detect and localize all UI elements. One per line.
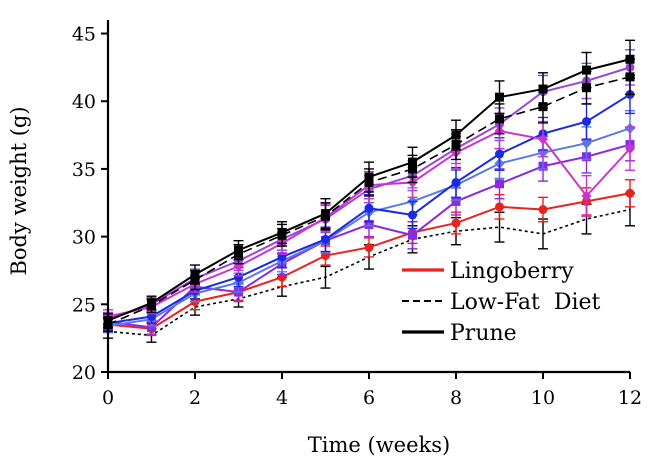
- axes: 0 2 4 6 8 10 12 20 25 30 35 40 45 Time (weeks) Body we…: [7, 20, 642, 457]
- x-tick-label: 2: [189, 387, 201, 409]
- data-point: [625, 188, 635, 198]
- data-point: [538, 205, 548, 215]
- data-point: [277, 228, 287, 238]
- data-point: [234, 245, 243, 255]
- data-point: [538, 133, 548, 145]
- data-point: [408, 230, 417, 240]
- legend-label: Lingoberry: [450, 259, 574, 284]
- legend-item-low-fat-diet: Low-Fat Diet: [402, 290, 601, 315]
- x-tick-label: 12: [618, 387, 642, 409]
- x-axis-title: Time (weeks): [308, 433, 450, 457]
- x-tick-label: 10: [531, 387, 555, 409]
- data-point: [408, 157, 417, 167]
- data-point: [451, 218, 461, 228]
- legend: Lingoberry Low-Fat Diet Prune: [402, 259, 601, 346]
- y-tick-label: 25: [72, 294, 96, 316]
- data-point: [321, 209, 330, 219]
- data-point: [451, 177, 461, 187]
- legend-item-prune: Prune: [402, 321, 517, 346]
- data-point: [581, 190, 592, 202]
- data-point: [451, 130, 461, 140]
- y-axis-title: Body weight (g): [7, 106, 31, 275]
- data-point: [190, 270, 200, 280]
- y-tick-label: 20: [72, 362, 96, 384]
- data-point: [364, 242, 374, 252]
- data-point: [408, 210, 417, 220]
- x-tick-label: 4: [276, 387, 288, 409]
- legend-label: Prune: [450, 321, 517, 346]
- data-point: [495, 179, 504, 189]
- data-point: [538, 102, 548, 112]
- data-point: [321, 234, 330, 244]
- data-point: [495, 149, 504, 159]
- plot-area: [103, 39, 635, 343]
- data-point: [582, 65, 591, 75]
- x-tick-label: 8: [450, 387, 462, 409]
- x-tick-label: 6: [363, 387, 375, 409]
- series-prune: [103, 39, 635, 329]
- legend-label: Low-Fat Diet: [450, 290, 601, 315]
- data-point: [625, 54, 635, 64]
- data-point: [581, 137, 592, 149]
- data-point: [625, 143, 635, 155]
- data-point: [234, 272, 243, 282]
- data-point: [538, 84, 548, 94]
- y-tick-label: 30: [72, 227, 96, 249]
- data-point: [451, 196, 461, 206]
- data-point: [147, 298, 156, 308]
- data-point: [364, 172, 374, 182]
- data-point: [495, 92, 504, 102]
- y-tick-label: 40: [72, 91, 96, 113]
- data-point: [147, 322, 156, 332]
- y-tick-label: 45: [72, 24, 96, 46]
- data-point: [495, 114, 504, 124]
- data-point: [364, 203, 374, 213]
- x-tick-label: 0: [102, 387, 114, 409]
- data-point: [582, 117, 591, 127]
- y-tick-label: 35: [72, 159, 96, 181]
- data-point: [495, 202, 504, 212]
- legend-item-lingoberry: Lingoberry: [402, 259, 574, 284]
